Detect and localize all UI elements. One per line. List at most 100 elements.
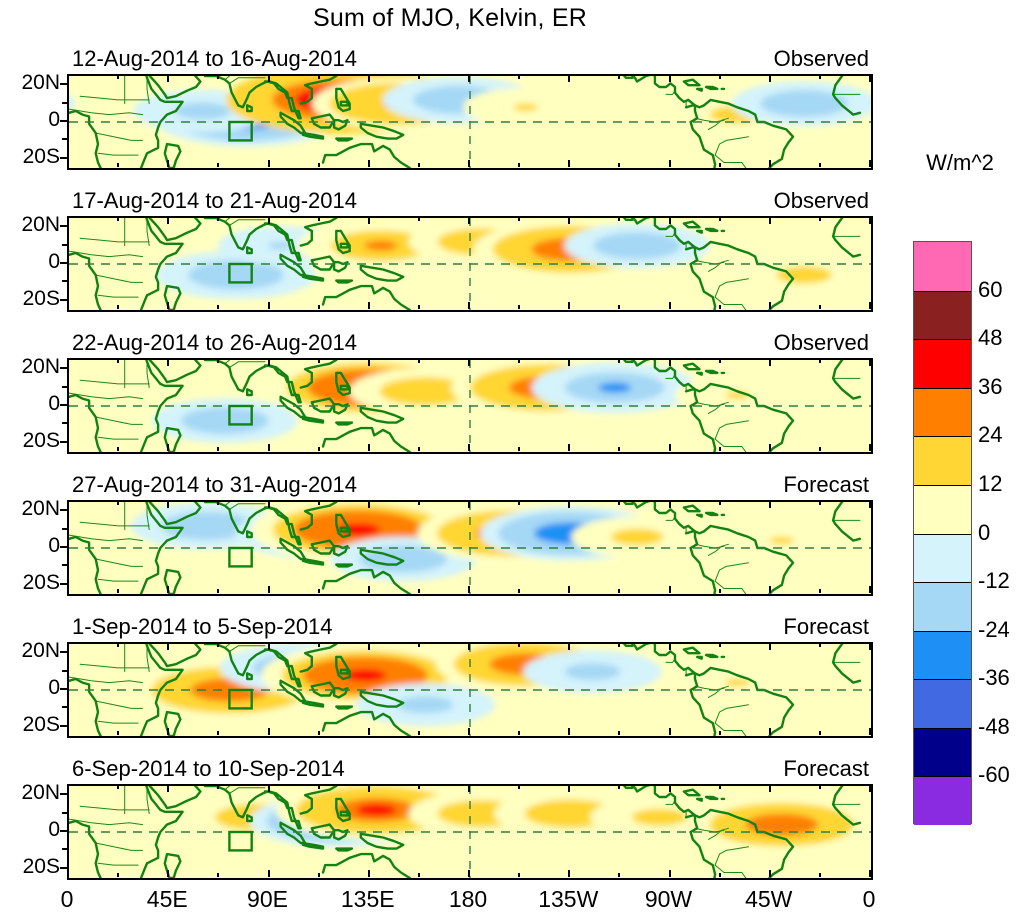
x-axis-tick	[768, 643, 771, 650]
y-axis-tick-label: 0	[48, 392, 60, 415]
x-axis-tick-label: 45W	[745, 886, 793, 912]
x-axis-tick	[217, 305, 220, 309]
x-axis-tick	[869, 643, 871, 650]
x-axis-tick	[217, 359, 220, 363]
y-axis-tick-label: 20S	[22, 570, 60, 594]
x-axis-tick	[568, 501, 571, 508]
y-axis-minor-tick	[62, 243, 67, 246]
x-axis-tick	[518, 501, 521, 505]
x-axis-tick	[317, 305, 320, 309]
x-axis-tick	[468, 444, 470, 451]
colorbar-band-divider	[914, 387, 971, 389]
x-axis-tick	[718, 589, 721, 593]
x-axis-tick	[618, 447, 621, 451]
x-axis-tick	[367, 217, 370, 224]
x-axis-tick	[267, 785, 270, 792]
x-axis-tick	[818, 163, 821, 167]
y-axis-minor-tick	[62, 280, 67, 283]
map-canvas	[69, 786, 871, 878]
colorbar-band-divider	[914, 630, 971, 632]
x-axis-tick	[718, 305, 721, 309]
colorbar-band	[914, 679, 971, 728]
colorbar-band	[914, 630, 971, 680]
x-axis-tick	[618, 217, 621, 221]
x-axis-tick	[217, 873, 220, 877]
x-axis-tick	[518, 731, 521, 735]
colorbar-band	[914, 290, 971, 340]
x-axis-tick	[618, 873, 621, 877]
x-axis-tick	[417, 359, 420, 363]
x-axis-tick	[317, 873, 320, 877]
colorbar-tick-label: -12	[978, 568, 1010, 594]
y-axis-tick-label: 20S	[22, 144, 60, 168]
x-axis-tick	[367, 75, 370, 82]
x-axis-tick-label: 0	[60, 886, 74, 912]
map-panel	[67, 500, 873, 596]
x-axis-tick	[668, 870, 671, 877]
x-axis-tick	[117, 501, 120, 505]
x-axis-tick	[367, 728, 370, 735]
x-axis-tick	[367, 359, 370, 366]
x-axis-tick	[668, 728, 671, 735]
x-axis-tick	[367, 160, 370, 167]
x-axis-tick	[818, 785, 821, 789]
panel-date-range: 1-Sep-2014 to 5-Sep-2014	[72, 614, 333, 639]
colorbar-band-divider	[914, 436, 971, 438]
x-axis-tick	[317, 589, 320, 593]
x-axis-tick	[869, 217, 871, 224]
colorbar-band	[914, 242, 971, 291]
y-axis-minor-tick	[62, 848, 67, 851]
map-panel	[67, 784, 873, 880]
map-panel	[67, 358, 873, 454]
x-axis-tick	[167, 501, 170, 508]
colorbar-tick-label: -60	[978, 762, 1010, 788]
panel-date-range: 12-Aug-2014 to 16-Aug-2014	[72, 46, 357, 71]
x-axis-tick	[468, 75, 470, 82]
x-axis-tick	[568, 785, 571, 792]
x-axis-tick	[718, 731, 721, 735]
x-axis-tick	[668, 586, 671, 593]
x-axis-tick	[768, 870, 771, 877]
x-axis-tick	[167, 302, 170, 309]
x-axis-tick	[317, 643, 320, 647]
x-axis-tick	[317, 785, 320, 789]
map-panel	[67, 216, 873, 312]
x-axis-tick	[768, 359, 771, 366]
x-axis-tick	[869, 728, 871, 735]
x-axis-tick	[67, 302, 69, 309]
map-canvas	[69, 502, 871, 594]
x-axis-tick	[417, 163, 420, 167]
y-axis-minor-tick	[62, 527, 67, 530]
x-axis-tick	[818, 643, 821, 647]
x-axis-tick	[768, 728, 771, 735]
x-axis-tick	[618, 643, 621, 647]
x-axis-tick	[768, 501, 771, 508]
x-axis-tick	[267, 586, 270, 593]
x-axis-tick	[568, 870, 571, 877]
x-axis-tick	[468, 501, 470, 508]
page-title: Sum of MJO, Kelvin, ER	[313, 4, 587, 32]
map-panel	[67, 642, 873, 738]
x-axis-tick	[67, 160, 69, 167]
y-axis-tick-label: 20S	[22, 286, 60, 310]
x-axis-tick-label: 90W	[644, 886, 693, 912]
x-axis-tick	[618, 75, 621, 79]
panel-status-label: Observed	[773, 46, 869, 71]
x-axis-tick	[117, 589, 120, 593]
x-axis-tick	[117, 305, 120, 309]
x-axis-tick	[818, 305, 821, 309]
y-axis-tick-label: 20N	[21, 781, 60, 805]
colorbar-tick-label: 12	[978, 470, 1003, 496]
x-axis-tick	[518, 785, 521, 789]
colorbar-band	[914, 582, 971, 631]
x-axis-tick	[718, 785, 721, 789]
colorbar-tick-label: -48	[978, 713, 1010, 739]
x-axis-tick	[117, 75, 120, 79]
x-axis-tick	[67, 870, 69, 877]
x-axis-tick	[768, 586, 771, 593]
y-axis-tick	[60, 298, 67, 301]
x-axis-tick	[67, 728, 69, 735]
colorbar-tick-label: -36	[978, 665, 1010, 691]
x-axis-tick-label: 135E	[340, 886, 395, 912]
x-axis-tick	[618, 785, 621, 789]
